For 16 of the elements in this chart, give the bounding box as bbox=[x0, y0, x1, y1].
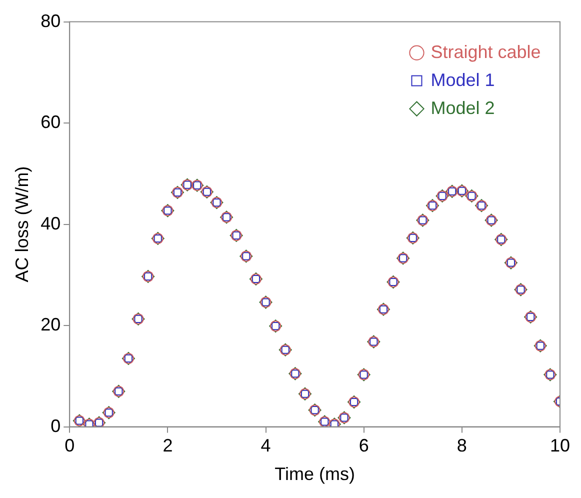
x-tick-label: 6 bbox=[358, 436, 369, 456]
x-tick-label: 8 bbox=[456, 436, 467, 456]
legend-label: Model 2 bbox=[430, 98, 495, 118]
legend-label: Model 1 bbox=[430, 70, 495, 90]
x-tick-label: 0 bbox=[64, 436, 75, 456]
x-tick-label: 4 bbox=[260, 436, 271, 456]
x-tick-label: 2 bbox=[162, 436, 173, 456]
y-tick-label: 40 bbox=[40, 213, 61, 234]
legend-label: Straight cable bbox=[430, 42, 541, 62]
x-tick-label: 10 bbox=[550, 436, 570, 456]
y-tick-label: 20 bbox=[40, 314, 61, 335]
y-tick-label: 60 bbox=[40, 112, 61, 132]
y-axis-title: AC loss (W/m) bbox=[12, 166, 32, 282]
x-axis-title: Time (ms) bbox=[274, 464, 355, 484]
y-tick-label: 0 bbox=[50, 416, 61, 436]
y-tick-label: 80 bbox=[40, 10, 61, 31]
